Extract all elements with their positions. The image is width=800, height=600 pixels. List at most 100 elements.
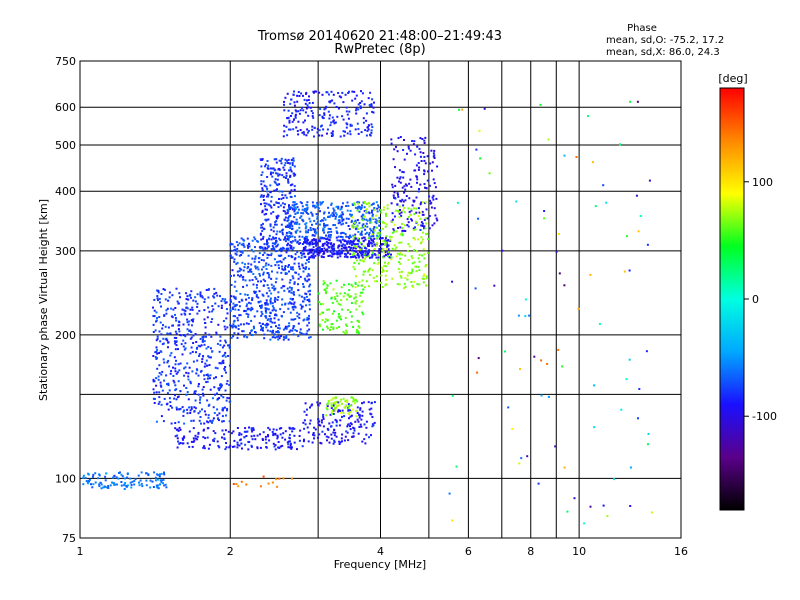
scatter-point	[403, 282, 406, 285]
scatter-point	[339, 315, 342, 318]
scatter-point	[281, 444, 284, 447]
scatter-point	[285, 225, 288, 228]
scatter-point	[219, 387, 221, 390]
scatter-point	[301, 445, 304, 448]
scatter-point	[287, 180, 290, 183]
scatter-point	[379, 209, 382, 212]
scatter-point	[92, 483, 95, 486]
scatter-point	[245, 312, 248, 315]
scatter-point	[364, 129, 367, 132]
scatter-point	[290, 98, 293, 101]
scatter-point	[202, 338, 204, 341]
scatter-point	[368, 104, 371, 106]
scatter-point	[345, 221, 348, 224]
scatter-point	[322, 311, 325, 314]
scatter-point	[267, 218, 270, 221]
scatter-point	[406, 224, 409, 227]
scatter-point	[221, 408, 224, 411]
scatter-point	[598, 322, 601, 325]
scatter-point	[308, 267, 310, 270]
scatter-point	[269, 297, 272, 300]
scatter-point	[230, 249, 233, 252]
scatter-point	[342, 295, 345, 298]
scatter-point	[199, 410, 201, 413]
scatter-point	[350, 283, 353, 286]
scatter-point	[232, 430, 235, 433]
scatter-point	[231, 445, 234, 448]
scatter-point	[331, 130, 334, 133]
scatter-point	[360, 251, 362, 254]
scatter-point	[237, 244, 239, 247]
scatter-point	[312, 227, 315, 230]
scatter-point	[368, 249, 371, 252]
scatter-point	[156, 348, 159, 351]
scatter-point	[274, 264, 277, 267]
scatter-point	[375, 237, 378, 240]
scatter-point	[361, 291, 364, 294]
scatter-point	[306, 131, 309, 134]
colorbar-label: [deg]	[718, 72, 747, 85]
scatter-point	[238, 432, 241, 435]
scatter-point	[158, 475, 161, 478]
scatter-point	[285, 231, 288, 234]
scatter-point	[431, 161, 434, 164]
scatter-point	[264, 302, 267, 305]
scatter-point	[305, 413, 308, 416]
scatter-point	[152, 380, 155, 383]
scatter-point	[201, 336, 204, 339]
scatter-point	[342, 118, 345, 121]
scatter-point	[282, 238, 285, 241]
scatter-point	[131, 480, 134, 483]
scatter-point	[356, 207, 359, 210]
scatter-point	[351, 285, 354, 288]
scatter-point	[294, 109, 297, 112]
scatter-point	[235, 303, 238, 306]
scatter-point	[275, 220, 278, 223]
scatter-point	[371, 213, 374, 216]
scatter-point	[277, 168, 280, 171]
scatter-point	[384, 261, 386, 264]
scatter-point	[215, 331, 218, 334]
scatter-point	[164, 483, 167, 486]
scatter-point	[367, 401, 370, 404]
scatter-point	[347, 412, 350, 415]
scatter-point	[293, 189, 296, 192]
scatter-point	[282, 206, 285, 209]
scatter-point	[337, 235, 340, 238]
scatter-point	[386, 250, 389, 253]
scatter-point	[554, 445, 557, 448]
scatter-point	[323, 226, 326, 229]
scatter-point	[528, 314, 531, 317]
scatter-point	[340, 286, 343, 289]
scatter-point	[115, 476, 118, 479]
scatter-point	[123, 488, 126, 490]
scatter-point	[279, 239, 282, 241]
scatter-point	[98, 485, 101, 488]
scatter-point	[411, 268, 414, 271]
scatter-point	[356, 201, 359, 204]
scatter-point	[341, 415, 343, 418]
scatter-point	[312, 255, 315, 258]
scatter-point	[602, 504, 605, 507]
scatter-point	[177, 328, 180, 331]
scatter-point	[270, 277, 273, 280]
scatter-point	[322, 244, 325, 247]
scatter-point	[271, 336, 274, 339]
scatter-point	[193, 439, 196, 442]
scatter-point	[323, 212, 325, 215]
scatter-point	[357, 237, 359, 240]
scatter-point	[347, 240, 350, 243]
scatter-point	[350, 302, 353, 304]
scatter-point	[207, 416, 210, 419]
scatter-point	[347, 294, 350, 297]
scatter-point	[272, 236, 275, 239]
scatter-point	[306, 235, 309, 238]
y-tick-label: 200	[55, 329, 76, 342]
scatter-point	[230, 432, 233, 435]
scatter-point	[350, 414, 353, 417]
scatter-point	[280, 314, 283, 317]
scatter-point	[330, 433, 333, 436]
scatter-point	[274, 287, 277, 290]
scatter-point	[203, 374, 206, 377]
scatter-point	[189, 380, 192, 383]
